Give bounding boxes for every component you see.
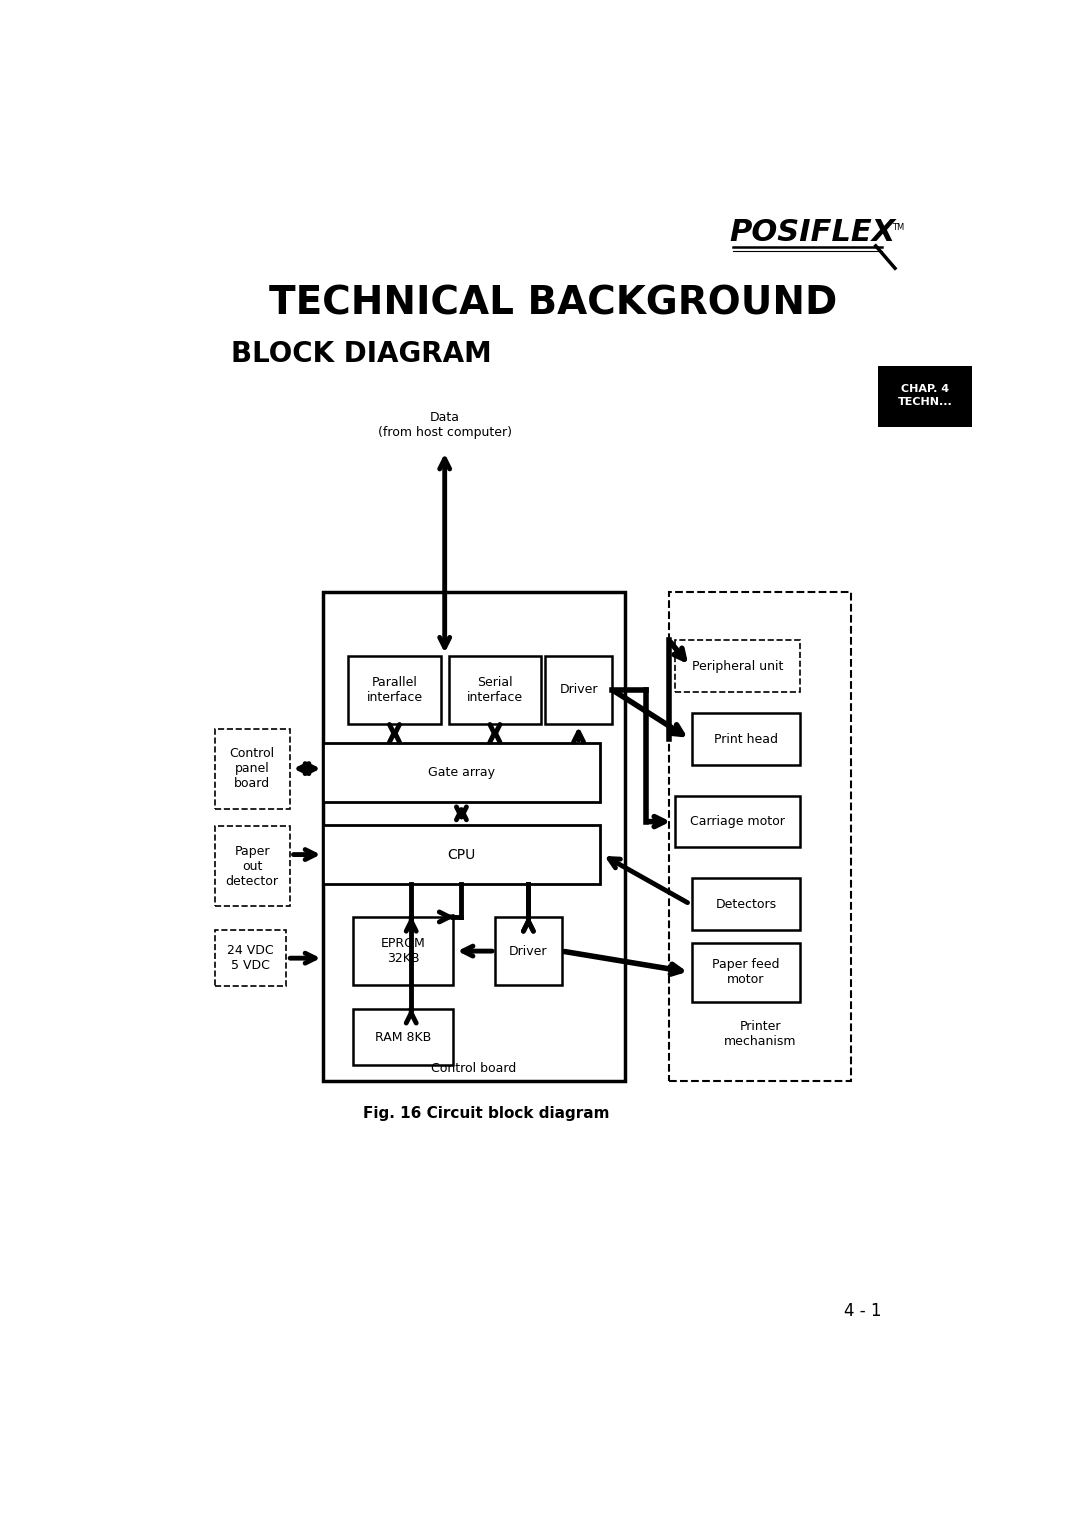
Bar — [349, 656, 441, 723]
Bar — [323, 826, 599, 884]
Bar — [675, 641, 800, 693]
Text: Control
panel
board: Control panel board — [230, 748, 274, 790]
Bar — [691, 943, 800, 1001]
Text: Detectors: Detectors — [715, 898, 777, 910]
Bar — [215, 930, 286, 986]
Text: CHAP. 4
TECHN...: CHAP. 4 TECHN... — [897, 384, 953, 407]
Text: CPU: CPU — [447, 847, 475, 861]
Text: Driver: Driver — [559, 683, 598, 696]
Text: Gate array: Gate array — [428, 766, 495, 778]
Text: EPROM
32KB: EPROM 32KB — [380, 937, 426, 965]
Text: Printer
mechanism: Printer mechanism — [724, 1020, 796, 1047]
Text: Serial
interface: Serial interface — [467, 676, 523, 703]
Bar — [449, 656, 541, 723]
Text: Peripheral unit: Peripheral unit — [692, 659, 783, 673]
Text: 24 VDC
5 VDC: 24 VDC 5 VDC — [227, 945, 274, 972]
Text: 4 - 1: 4 - 1 — [845, 1303, 882, 1321]
Text: TECHNICAL BACKGROUND: TECHNICAL BACKGROUND — [269, 284, 838, 323]
Text: RAM 8KB: RAM 8KB — [375, 1031, 431, 1044]
Text: Data
(from host computer): Data (from host computer) — [378, 411, 512, 439]
Text: BLOCK DIAGRAM: BLOCK DIAGRAM — [231, 339, 492, 368]
Bar — [323, 743, 599, 801]
Text: Carriage motor: Carriage motor — [690, 815, 785, 829]
Bar — [215, 729, 289, 809]
Text: Print head: Print head — [714, 732, 778, 746]
Bar — [691, 878, 800, 930]
Bar — [495, 917, 562, 985]
Bar — [352, 1009, 454, 1066]
Bar — [675, 795, 800, 847]
Text: Fig. 16 Circuit block diagram: Fig. 16 Circuit block diagram — [363, 1105, 610, 1121]
Bar — [323, 592, 624, 1081]
Bar — [352, 917, 454, 985]
Text: Driver: Driver — [509, 945, 548, 957]
Text: POSIFLEX: POSIFLEX — [730, 219, 896, 248]
Text: Control board: Control board — [431, 1063, 516, 1075]
Text: TM: TM — [892, 223, 905, 231]
Bar — [878, 365, 972, 427]
Bar — [691, 713, 800, 764]
Bar — [545, 656, 612, 723]
Bar — [215, 826, 289, 907]
Text: Paper
out
detector: Paper out detector — [226, 846, 279, 888]
Text: Paper feed
motor: Paper feed motor — [713, 959, 780, 986]
Bar — [669, 592, 851, 1081]
Text: Parallel
interface: Parallel interface — [366, 676, 422, 703]
